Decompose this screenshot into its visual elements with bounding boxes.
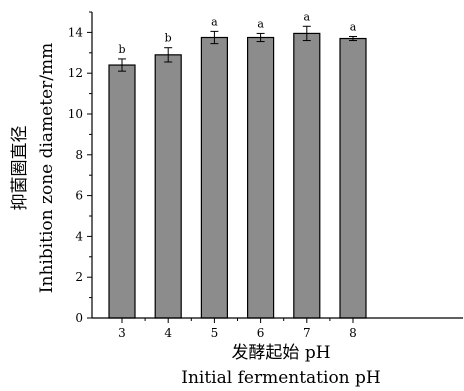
bar — [339, 37, 367, 319]
bar — [154, 54, 182, 319]
x-axis-title-cn: 发酵起始 pH — [231, 343, 330, 363]
x-tick-label: 8 — [349, 326, 357, 340]
bar-series — [108, 32, 367, 319]
error-bars — [118, 25, 357, 72]
x-tick-label: 6 — [257, 326, 265, 340]
bar — [108, 64, 136, 319]
y-tick-label: 2 — [75, 270, 83, 284]
x-axis-title-en: Initial fermentation pH — [181, 368, 380, 388]
x-tick-label: 5 — [211, 326, 219, 340]
y-axis: 0 2 4 6 8 10 12 14 — [68, 11, 93, 325]
bar — [200, 36, 228, 319]
bar — [247, 36, 275, 319]
y-axis-title-en: Inhibition zone diameter/mm — [37, 43, 57, 293]
y-tick-label: 4 — [75, 229, 83, 243]
significance-label: a — [304, 10, 311, 23]
y-tick-label: 0 — [75, 311, 83, 325]
significance-label: b — [118, 43, 125, 56]
x-axis: 3 4 5 6 7 8 — [92, 317, 463, 340]
significance-label: a — [350, 20, 357, 33]
significance-label: a — [257, 17, 264, 30]
bar — [293, 32, 321, 319]
x-tick-label: 7 — [303, 326, 311, 340]
significance-label: b — [165, 32, 172, 45]
x-tick-label: 3 — [118, 326, 126, 340]
significance-labels: b b a a a a — [118, 10, 356, 56]
x-tick-label: 4 — [164, 326, 172, 340]
y-axis-title-cn: 抑菌圈直径 — [10, 126, 30, 211]
y-tick-label: 10 — [68, 107, 83, 121]
y-tick-label: 12 — [68, 66, 83, 80]
y-tick-label: 8 — [75, 148, 83, 162]
y-tick-label: 14 — [68, 25, 84, 39]
significance-label: a — [211, 15, 218, 28]
y-tick-label: 6 — [75, 189, 83, 203]
